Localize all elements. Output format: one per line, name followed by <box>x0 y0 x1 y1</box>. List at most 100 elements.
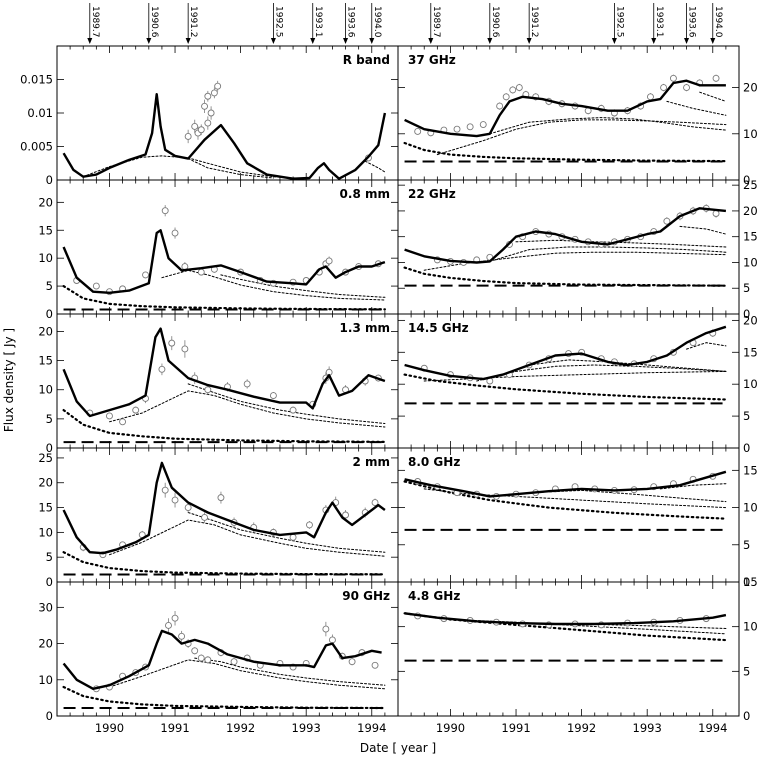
x-tick-label: 1992 <box>567 721 596 735</box>
data-point <box>158 365 166 373</box>
component-model-line <box>109 390 386 428</box>
component-model-line <box>187 512 386 553</box>
data-point <box>502 93 510 101</box>
data-point <box>132 406 140 414</box>
data-point <box>171 229 179 237</box>
epoch-arrow-head <box>684 38 690 44</box>
data-point <box>119 418 127 426</box>
data-point <box>243 380 251 388</box>
data-point <box>466 123 474 131</box>
data-point <box>168 339 176 347</box>
panel-title: 22 GHz <box>408 187 456 201</box>
y-tick-label: 5 <box>46 412 53 426</box>
epoch-arrow-head <box>428 38 434 44</box>
y-tick-label: 0 <box>46 575 53 589</box>
y-tick-label: 15 <box>38 501 53 515</box>
y-tick-label: 5 <box>46 279 53 293</box>
data-point <box>214 82 222 90</box>
y-tick-label: 20 <box>38 476 53 490</box>
component-model-line <box>403 480 727 520</box>
component-model-line <box>187 158 274 179</box>
epoch-marker: 1993.6 <box>343 3 356 44</box>
y-tick-label: 0 <box>46 709 53 723</box>
component-model-line <box>62 285 386 311</box>
data-point <box>207 109 215 117</box>
data-point <box>204 656 212 664</box>
component-model-line <box>436 119 727 156</box>
total-model-line <box>404 325 727 381</box>
epoch-marker: 1992.5 <box>611 3 624 44</box>
y-tick-label: 0.015 <box>20 73 53 87</box>
epoch-arrow-head <box>87 38 93 44</box>
epoch-arrow-head <box>270 38 276 44</box>
data-point <box>204 119 212 127</box>
x-tick-label: 1990 <box>95 721 124 735</box>
y-tick-label: 5 <box>743 538 750 552</box>
epoch-marker: 1993.1 <box>651 3 664 44</box>
y-tick-label: 15 <box>743 345 758 359</box>
data-point <box>306 521 313 529</box>
data-point <box>171 496 179 504</box>
epoch-label: 1989.7 <box>90 6 100 38</box>
total-model-line <box>62 327 386 418</box>
epoch-arrow-head <box>651 38 657 44</box>
panel-title: 2 mm <box>352 455 390 469</box>
panel-left-2: 0 5 10 15 20 0.8 mm <box>38 179 399 321</box>
y-tick-label: 10 <box>743 377 758 391</box>
data-point <box>210 89 218 97</box>
epoch-label: 1990.6 <box>149 6 159 38</box>
data-point <box>178 632 186 640</box>
y-axis-label: Flux density [ Jy ] <box>2 328 16 432</box>
epoch-label: 1993.1 <box>654 6 664 38</box>
panel-right-4: 0 5 10 15 8.0 GHz <box>397 447 758 589</box>
epoch-label: 1993.6 <box>346 6 356 38</box>
epoch-label: 1993.1 <box>313 6 323 38</box>
data-point <box>184 132 192 140</box>
data-point <box>342 511 349 519</box>
y-tick-label: 15 <box>743 463 758 477</box>
total-model-line <box>62 461 386 555</box>
y-tick-label: 15 <box>38 354 53 368</box>
component-model-line <box>686 342 727 350</box>
epoch-label: 1992.5 <box>273 6 283 38</box>
y-tick-label: 10 <box>38 383 53 397</box>
epoch-marker: 1992.5 <box>270 3 283 44</box>
data-point <box>453 125 461 133</box>
y-tick-label: 20 <box>743 313 758 327</box>
data-point <box>515 84 523 92</box>
epoch-label: 1991.2 <box>529 6 539 38</box>
panel-right-5: 0 5 10 15 4.8 GHz 1990 1991 1992 1993 1994 <box>397 575 758 735</box>
component-model-line <box>364 160 386 173</box>
component-model-line <box>194 657 386 686</box>
data-point <box>217 494 225 502</box>
epoch-label: 1990.6 <box>490 6 500 38</box>
component-model-line <box>476 364 727 382</box>
total-model-line <box>404 207 727 264</box>
component-model-line <box>109 519 386 557</box>
x-tick-label: 1993 <box>292 721 321 735</box>
y-tick-label: 0 <box>46 307 53 321</box>
total-model-line <box>404 612 727 626</box>
data-point <box>204 92 212 100</box>
data-point <box>371 499 379 507</box>
component-model-line <box>528 359 727 372</box>
data-point <box>142 271 149 279</box>
epoch-label: 1994.0 <box>372 6 382 38</box>
data-point <box>269 392 277 400</box>
data-point <box>171 614 179 622</box>
data-point <box>197 268 205 276</box>
data-point <box>371 661 379 669</box>
y-tick-label: 0 <box>743 575 750 589</box>
data-point <box>161 207 169 215</box>
data-point <box>191 122 199 130</box>
data-point <box>92 282 100 290</box>
data-point <box>712 74 720 82</box>
epoch-arrow-head <box>185 38 191 44</box>
y-tick-label: 0.01 <box>27 106 53 120</box>
epoch-label: 1993.6 <box>687 6 697 38</box>
epoch-label: 1992.5 <box>614 6 624 38</box>
component-model-line <box>666 100 727 116</box>
x-tick-label: 1991 <box>501 721 530 735</box>
epoch-marker: 1991.2 <box>526 3 539 44</box>
